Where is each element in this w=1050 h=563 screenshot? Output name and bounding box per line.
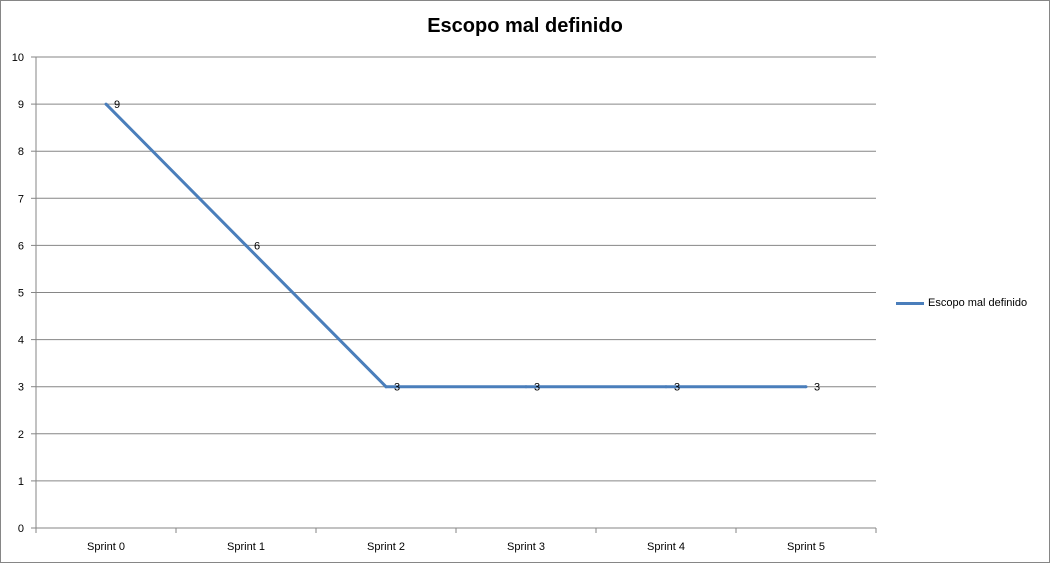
data-point xyxy=(104,102,108,106)
y-tick-label: 4 xyxy=(18,335,24,347)
x-tick-label: Sprint 1 xyxy=(227,541,265,553)
x-tick-label: Sprint 5 xyxy=(787,541,825,553)
y-tick-label: 7 xyxy=(18,193,24,205)
y-tick-label: 5 xyxy=(18,288,24,300)
series-line xyxy=(104,103,806,389)
data-label: 3 xyxy=(674,382,680,394)
data-label: 3 xyxy=(534,382,540,394)
data-label: 6 xyxy=(254,240,260,252)
data-point xyxy=(384,385,388,389)
y-tick-label: 0 xyxy=(18,523,24,535)
chart-title: Escopo mal definido xyxy=(427,15,623,37)
y-tick-label: 9 xyxy=(18,99,24,111)
x-tick-label: Sprint 4 xyxy=(647,541,685,553)
data-label: 3 xyxy=(814,382,820,394)
data-point xyxy=(804,385,808,389)
legend-swatch xyxy=(896,301,924,305)
data-label: 3 xyxy=(394,382,400,394)
data-point xyxy=(524,385,528,389)
x-tick-label: Sprint 2 xyxy=(367,541,405,553)
x-tick-label: Sprint 0 xyxy=(87,541,125,553)
legend-label: Escopo mal definido xyxy=(928,297,1028,309)
data-label: 9 xyxy=(114,99,120,111)
legend: Escopo mal definido xyxy=(896,295,1027,311)
data-point xyxy=(244,243,248,247)
y-tick-label: 8 xyxy=(18,146,24,158)
y-tick-label: 3 xyxy=(18,382,24,394)
y-tick-label: 10 xyxy=(12,52,24,64)
x-tick-label: Sprint 3 xyxy=(507,541,545,553)
y-tick-label: 1 xyxy=(18,476,24,488)
data-point xyxy=(664,385,668,389)
y-tick-label: 6 xyxy=(18,240,24,252)
y-tick-label: 2 xyxy=(18,429,24,441)
